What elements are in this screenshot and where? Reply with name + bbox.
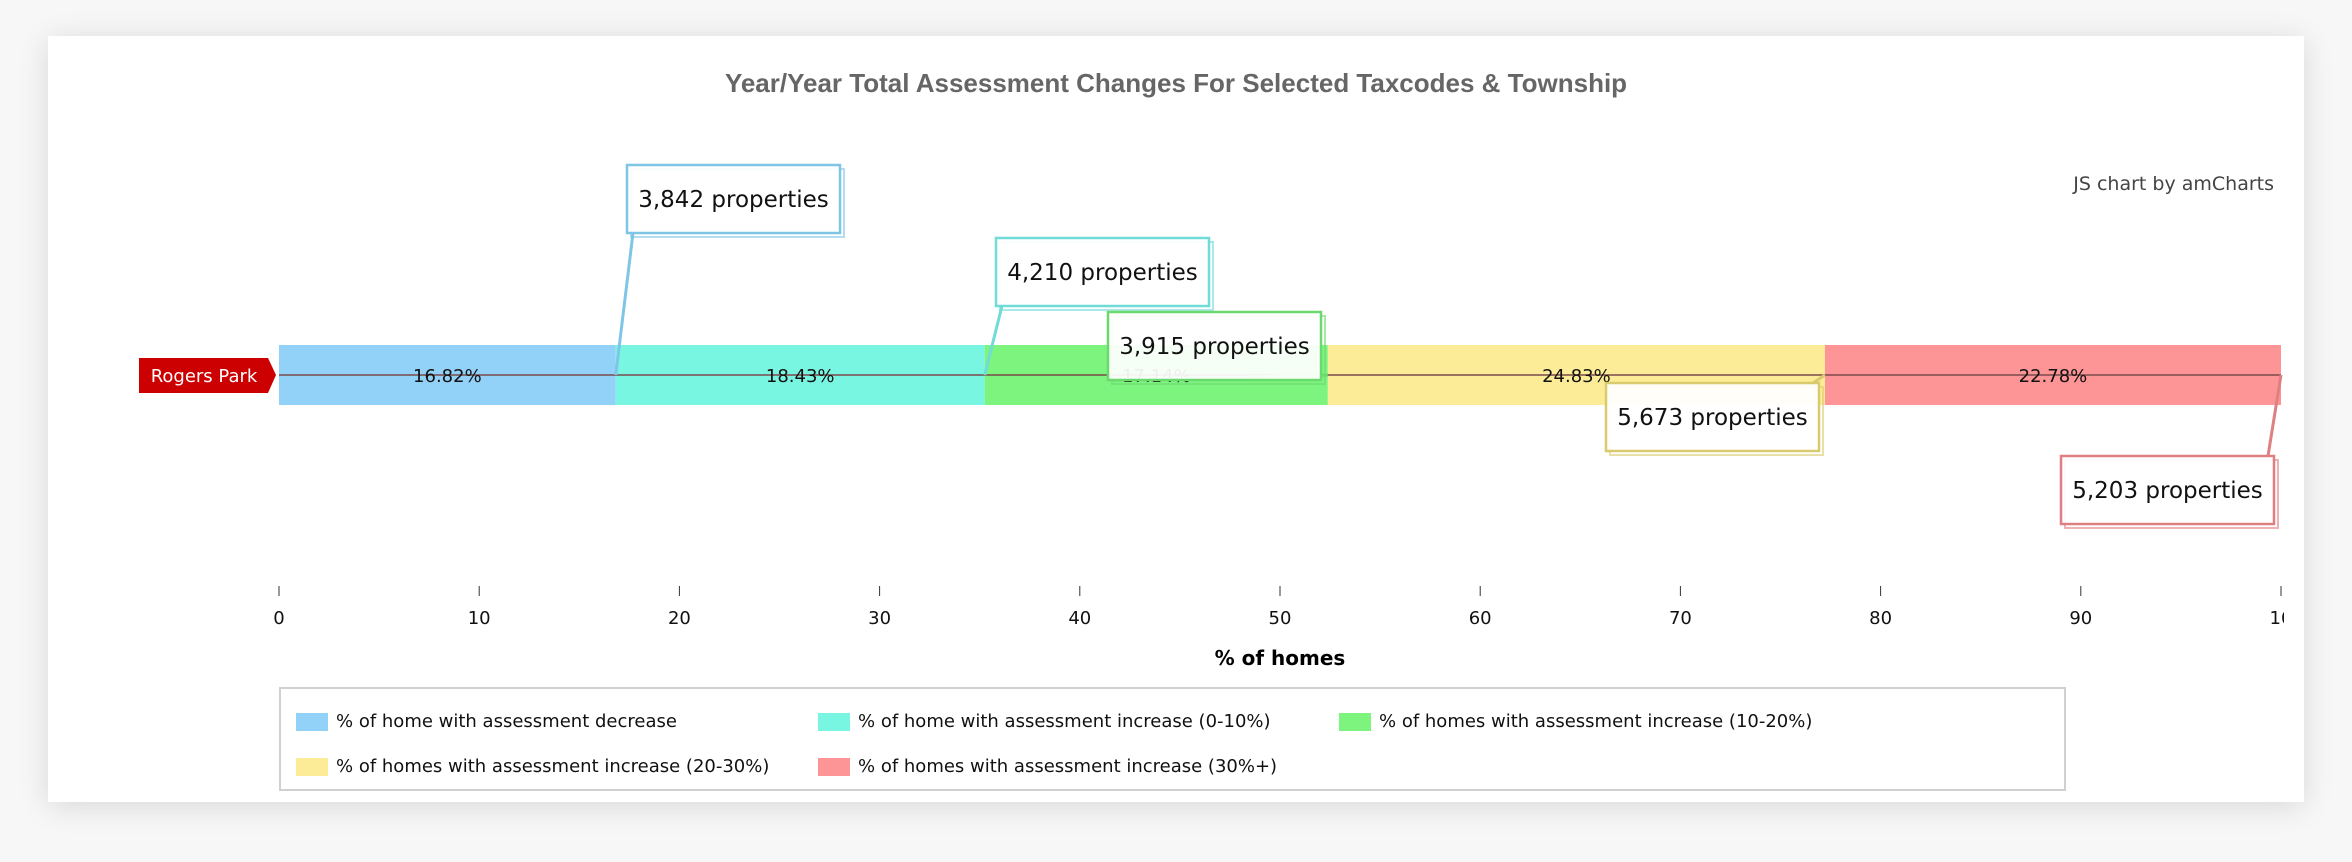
x-axis-tick-label: 60 — [1469, 608, 1492, 629]
callout-properties-label: 4,210 properties — [1007, 260, 1198, 286]
segment-value-label: 16.82% — [413, 366, 482, 387]
callout-properties-label: 5,673 properties — [1617, 405, 1808, 431]
callout-box — [994, 236, 1211, 308]
legend-item[interactable]: % of homes with assessment increase (10-… — [1339, 711, 1812, 732]
legend-swatch — [1339, 712, 1371, 731]
callout-box — [1604, 381, 1821, 453]
legend-swatch — [818, 757, 850, 776]
x-axis-tick-label: 90 — [2069, 608, 2092, 629]
legend-label: % of home with assessment decrease — [336, 711, 677, 732]
chart-title: Year/Year Total Assessment Changes For S… — [724, 68, 1628, 98]
segment-value-label: 18.43% — [766, 366, 835, 387]
callout-properties-label: 3,842 properties — [638, 187, 829, 213]
legend-label: % of homes with assessment increase (30%… — [858, 756, 1278, 777]
category-label-tag — [139, 358, 276, 393]
legend-item[interactable]: % of home with assessment increase (0-10… — [818, 711, 1271, 732]
segment-value-label: 24.83% — [1542, 366, 1611, 387]
callout-box — [1106, 310, 1323, 382]
x-axis-tick-label: 0 — [273, 608, 284, 629]
x-axis-tick-label: 20 — [668, 608, 691, 629]
category-label: Rogers Park — [151, 366, 258, 387]
legend-item[interactable]: % of homes with assessment increase (30%… — [818, 756, 1277, 777]
x-axis-title: % of homes — [1215, 646, 1346, 670]
legend-swatch — [818, 712, 850, 731]
x-axis-tick-label: 70 — [1669, 608, 1692, 629]
x-axis-tick-label: 10 — [468, 608, 491, 629]
legend-label: % of home with assessment increase (0-10… — [858, 711, 1271, 732]
amcharts-credit-link[interactable]: JS chart by amCharts — [2073, 173, 2274, 195]
legend-item[interactable]: % of homes with assessment increase (20-… — [296, 756, 769, 777]
x-axis-tick-label: 30 — [868, 608, 891, 629]
callout-pointer — [983, 305, 1004, 376]
callout-box — [2059, 454, 2276, 526]
callout-pointer — [614, 232, 635, 376]
segment-value-label: 22.78% — [2019, 366, 2088, 387]
callout-box — [625, 163, 842, 235]
chart-legend: % of home with assessment decrease % of h… — [279, 687, 2066, 791]
callout-properties-label: 3,915 properties — [1119, 334, 1310, 360]
x-axis-tick-label: 50 — [1269, 608, 1292, 629]
callout-pointer — [1812, 373, 1826, 385]
legend-swatch — [296, 712, 328, 731]
callout-properties-label: 5,203 properties — [2072, 478, 2263, 504]
x-axis-tick-label: 80 — [1869, 608, 1892, 629]
callout-pointer — [2266, 374, 2283, 457]
legend-swatch — [296, 757, 328, 776]
legend-label: % of homes with assessment increase (10-… — [1379, 711, 1813, 732]
x-axis-tick-label: 40 — [1068, 608, 1091, 629]
x-axis-tick-label: 10 — [2270, 608, 2293, 629]
legend-item[interactable]: % of home with assessment decrease — [296, 711, 677, 732]
chart-card — [48, 36, 2304, 802]
legend-label: % of homes with assessment increase (20-… — [336, 756, 770, 777]
